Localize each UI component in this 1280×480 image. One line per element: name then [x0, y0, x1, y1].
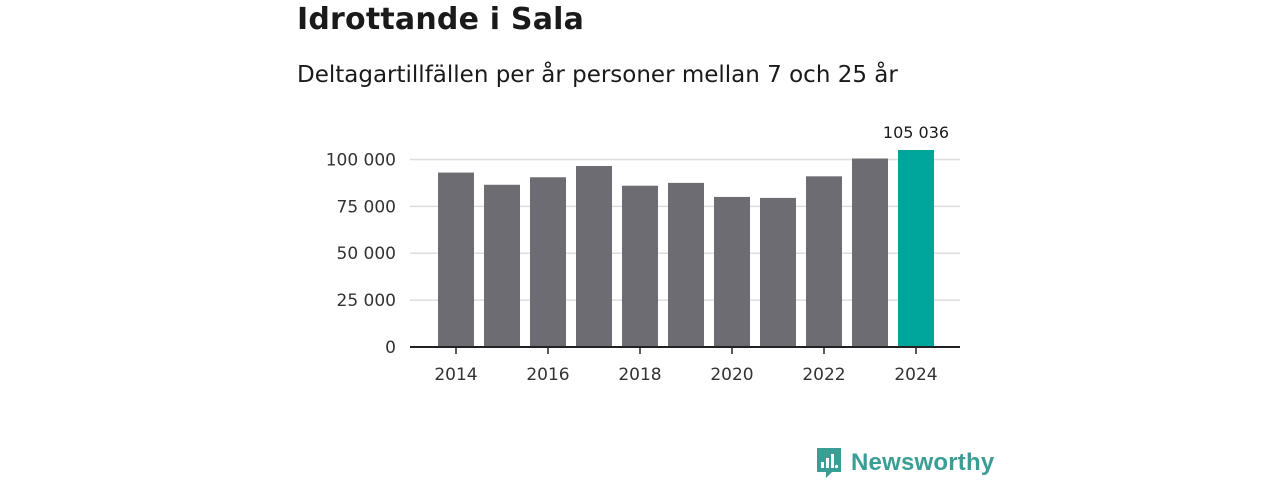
bar-2015: [484, 184, 520, 347]
bar-2024: [898, 150, 934, 347]
bar-2020: [714, 196, 750, 347]
bar-2021: [760, 197, 796, 347]
y-tick-label: 50 000: [337, 244, 396, 264]
x-tick-label: 2018: [618, 365, 661, 385]
labels: 0 25 000 50 000 75 000 100 000 2014 2016 2018 20…: [326, 123, 949, 385]
bar-2019: [668, 182, 704, 347]
data-label: 105 036: [883, 123, 949, 142]
y-tick-label: 100 000: [326, 150, 396, 170]
bar-2016: [530, 177, 566, 347]
bar-2022: [806, 176, 842, 347]
x-tick-label: 2024: [894, 365, 937, 385]
y-tick-label: 0: [385, 338, 396, 358]
y-tick-label: 75 000: [337, 197, 396, 217]
x-tick-label: 2020: [710, 365, 753, 385]
bars: [438, 150, 934, 347]
brand-name: Newsworthy: [851, 449, 995, 476]
bar-2017: [576, 166, 612, 347]
x-tick-label: 2016: [526, 365, 569, 385]
bar-2023: [852, 158, 888, 347]
axes: [410, 346, 960, 354]
x-tick-label: 2022: [802, 365, 845, 385]
bar-2014: [438, 172, 474, 347]
newsworthy-brand[interactable]: Newsworthy: [815, 446, 994, 480]
y-tick-label: 25 000: [337, 291, 396, 311]
chart-subtitle: Deltagartillfällen per år personer mella…: [297, 62, 898, 88]
bar-2018: [622, 185, 658, 347]
x-tick-label: 2014: [434, 365, 477, 385]
newsworthy-logo-icon: [817, 448, 841, 478]
chart-title: Idrottande i Sala: [297, 2, 585, 37]
